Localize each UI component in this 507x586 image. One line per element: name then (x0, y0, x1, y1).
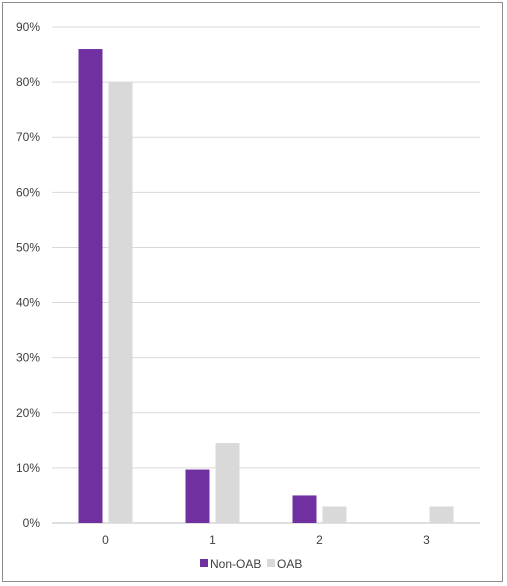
y-axis-tick-labels: 0% 10% 20% 30% 40% 50% 60% 70% 80% 90% (16, 20, 40, 530)
x-axis-tick-labels: 0 1 2 3 (102, 533, 430, 547)
bars (78, 49, 454, 524)
bar-oab-0 (108, 82, 133, 523)
legend-swatch (200, 559, 208, 567)
y-tick-label: 20% (16, 406, 40, 420)
bar-oab-3 (429, 506, 454, 523)
x-tick-label: 3 (423, 533, 430, 547)
x-tick-label: 0 (102, 533, 109, 547)
bar-non-oab-0 (78, 49, 103, 524)
x-tick-label: 1 (209, 533, 216, 547)
y-tick-label: 70% (16, 130, 40, 144)
y-tick-label: 90% (16, 20, 40, 34)
bar-non-oab-1 (185, 469, 210, 523)
legend: Non-OAB OAB (200, 557, 302, 571)
legend-label: OAB (277, 557, 302, 571)
bar-oab-1 (215, 443, 240, 523)
y-tick-label: 60% (16, 185, 40, 199)
y-tick-label: 10% (16, 461, 40, 475)
legend-label: Non-OAB (210, 557, 261, 571)
y-tick-label: 30% (16, 351, 40, 365)
bar-non-oab-2 (292, 495, 317, 523)
bar-oab-2 (322, 506, 347, 523)
y-tick-label: 80% (16, 75, 40, 89)
x-tick-label: 2 (316, 533, 323, 547)
y-tick-label: 50% (16, 240, 40, 254)
legend-swatch (267, 559, 275, 567)
y-tick-label: 40% (16, 296, 40, 310)
y-tick-label: 0% (23, 516, 41, 530)
